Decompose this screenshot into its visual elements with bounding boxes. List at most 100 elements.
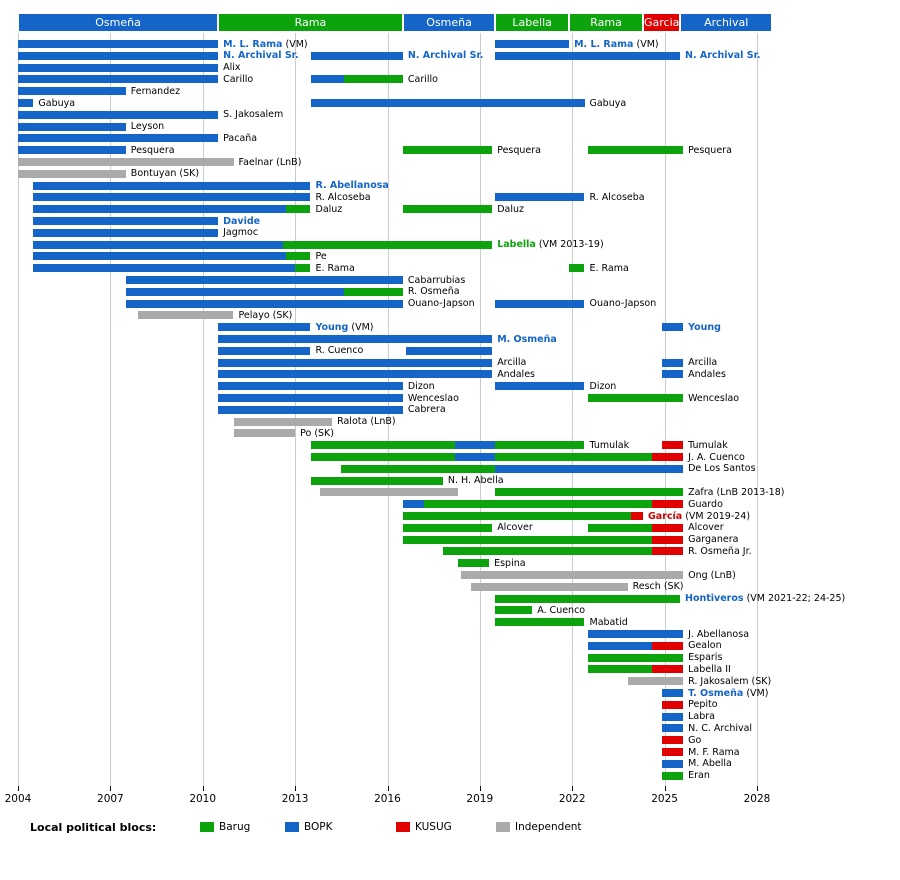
person-label: Cabrera <box>408 404 446 415</box>
person-label: Go <box>688 735 701 746</box>
person-name[interactable]: N. Archival Sr. <box>407 50 484 62</box>
timeline-bar <box>495 40 570 48</box>
person-label: Esparis <box>688 652 722 663</box>
person-name: N. C. Archival <box>688 722 753 734</box>
person-name[interactable]: M. L. Rama <box>574 38 634 50</box>
timeline-bar <box>33 193 311 202</box>
person-label: Ouano-Japson <box>590 298 657 309</box>
person-label-suffix: (VM) <box>633 38 659 50</box>
person-label: García (VM 2019-24) <box>648 511 750 522</box>
person-label: Young (VM) <box>316 322 374 333</box>
axis-tick-label: 2022 <box>558 793 586 805</box>
timeline-bar <box>218 346 311 355</box>
person-name[interactable]: R. Abellanosa <box>315 180 389 192</box>
person-name: Arcilla <box>688 357 718 369</box>
person-label: M. F. Rama <box>688 747 740 758</box>
person-name[interactable]: M. Osmeña <box>497 333 557 345</box>
timeline-bar <box>33 252 286 261</box>
person-label-suffix: (VM 2021-22; 24-25) <box>743 593 846 605</box>
timeline-bar <box>661 759 684 768</box>
person-label-suffix: (VM 2019-24) <box>682 510 751 522</box>
person-name[interactable]: Young <box>315 321 349 333</box>
gridline-2028 <box>757 33 758 786</box>
timeline-bar <box>652 453 684 461</box>
legend-label: KUSUG <box>415 821 452 833</box>
gridline-2019 <box>479 33 481 786</box>
timeline-bar <box>18 75 219 84</box>
timeline-bar <box>661 724 684 733</box>
timeline-bar <box>218 382 403 391</box>
person-name: Arcilla <box>497 357 527 369</box>
person-name[interactable]: T. Osmeña <box>688 687 744 699</box>
person-name[interactable]: Young <box>688 321 721 333</box>
timeline-bar <box>402 523 493 532</box>
timeline-bar <box>18 51 219 60</box>
timeline-bar <box>218 370 493 379</box>
person-name: Bontuyan (SK) <box>130 168 200 180</box>
person-label: Labra <box>688 711 715 722</box>
timeline-bar <box>587 665 653 674</box>
person-name: Pesquera <box>688 144 732 156</box>
timeline-bar <box>218 323 311 332</box>
person-name: Cabarrubias <box>407 274 466 286</box>
person-label: Tumulak <box>688 440 728 451</box>
person-label: Garganera <box>688 534 738 545</box>
person-name[interactable]: Davide <box>223 215 261 227</box>
person-label: J. Abellanosa <box>688 629 749 640</box>
timeline-bar <box>461 571 684 579</box>
person-label: N. Archival Sr. <box>223 50 299 61</box>
timeline-bar <box>587 653 683 662</box>
person-name: Mabatid <box>589 616 628 628</box>
timeline-bar <box>652 523 684 532</box>
person-name: Andales <box>497 368 535 380</box>
timeline-bar <box>495 299 585 308</box>
person-label: Guardo <box>688 499 723 510</box>
person-name[interactable]: Labella <box>497 239 536 251</box>
legend-swatch-kusug <box>396 822 410 832</box>
timeline-bar <box>344 75 403 84</box>
person-name: Esparis <box>688 652 723 664</box>
axis-tick-label: 2025 <box>651 793 678 805</box>
person-name[interactable]: M. L. Rama <box>223 38 283 50</box>
axis-tick-label: 2019 <box>466 793 494 805</box>
mayor-era-labella: Labella <box>496 14 569 31</box>
person-label: S. Jakosalem <box>223 109 283 120</box>
person-label: Andales <box>688 369 726 380</box>
person-label: N. C. Archival <box>688 723 752 734</box>
person-name: Labella II <box>688 663 731 675</box>
timeline-bar <box>33 228 219 237</box>
person-label: Ralota (LnB) <box>337 416 395 427</box>
timeline-bar <box>627 677 683 686</box>
timeline-bar <box>218 358 493 367</box>
timeline-bar <box>652 535 684 544</box>
timeline-bar <box>33 205 286 214</box>
person-label: N. Archival Sr. <box>685 50 761 61</box>
person-label: Carillo <box>408 74 438 85</box>
person-label: Pesquera <box>497 145 541 156</box>
timeline-bar <box>18 122 126 131</box>
timeline-bar <box>310 51 403 60</box>
timeline-bar <box>661 370 684 379</box>
person-name[interactable]: N. Archival Sr. <box>685 50 761 62</box>
axis-tick <box>479 786 481 791</box>
person-name: Eran <box>688 770 710 782</box>
gridline-2007 <box>110 33 112 786</box>
axis-tick <box>110 786 112 791</box>
person-label: Po (SK) <box>300 428 334 439</box>
person-name: Guardo <box>688 498 723 510</box>
legend-swatch-barug <box>200 822 214 832</box>
person-name[interactable]: García <box>648 510 683 522</box>
person-name: Alix <box>223 62 241 74</box>
person-label: M. L. Rama (VM) <box>223 39 308 50</box>
timeline-bar <box>18 99 34 107</box>
person-name[interactable]: Hontiveros <box>685 593 744 605</box>
timeline-bar <box>125 287 345 296</box>
gridline-2010 <box>202 33 204 786</box>
timeline-bar <box>495 51 680 60</box>
axis-tick <box>572 786 574 791</box>
person-name: Gabuya <box>38 97 76 109</box>
person-name[interactable]: N. Archival Sr. <box>223 50 299 62</box>
person-label-suffix: (VM) <box>743 687 769 699</box>
